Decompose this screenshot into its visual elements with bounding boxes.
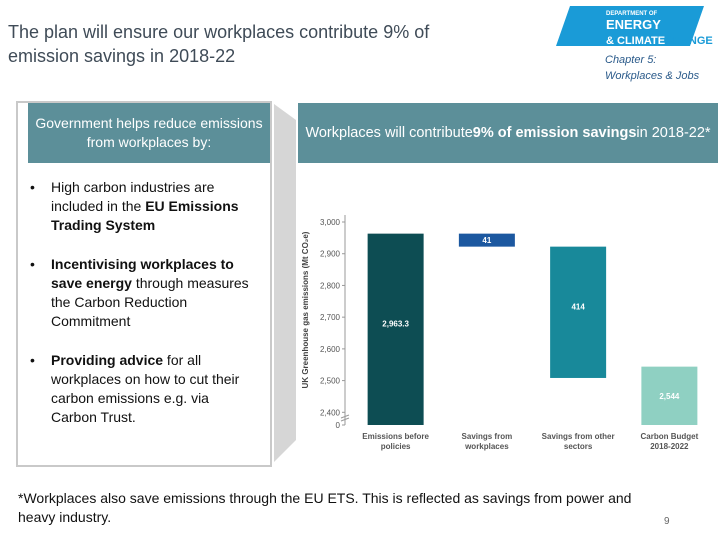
bar xyxy=(641,366,698,425)
logo-line: CHANGE xyxy=(665,35,713,47)
logo-shape xyxy=(556,6,704,46)
y-axis-label: UK Greenhouse gas emissions (Mt CO₂e) xyxy=(301,231,310,388)
right-heading: Workplaces will contribute 9% of emissio… xyxy=(298,103,718,163)
x-tick-label: Savings from workplaces xyxy=(461,432,513,451)
left-panel xyxy=(16,101,272,467)
logo-line: & CLIMATE xyxy=(606,35,666,47)
y-tick-label: 0 xyxy=(336,421,341,430)
arrow-shape xyxy=(274,104,296,462)
bar xyxy=(550,246,607,378)
logo-line: DEPARTMENT OF xyxy=(606,11,658,17)
y-tick-label: 2,400 xyxy=(320,408,341,417)
text-run: 9% of emission savings xyxy=(472,124,637,141)
bar xyxy=(367,233,424,425)
text-run: through measures the Carbon Reduction Co… xyxy=(51,275,249,329)
x-tick-label: Emissions before policies xyxy=(362,432,429,451)
y-tick-label: 2,700 xyxy=(320,313,341,322)
text-run: EU Emissions Trading System xyxy=(51,198,239,233)
text-run: Providing advice xyxy=(51,352,164,368)
y-tick-label: 2,800 xyxy=(320,281,341,290)
left-heading: Government helps reduce emissions from w… xyxy=(28,103,270,163)
y-tick-label: 2,900 xyxy=(320,250,341,259)
bullet-list: High carbon industries are included in t… xyxy=(28,178,258,447)
logo-line: ENERGY xyxy=(606,17,661,32)
y-tick-label: 2,600 xyxy=(320,345,341,354)
data-label: 414 xyxy=(571,302,585,311)
slide-title: The plan will ensure our workplaces cont… xyxy=(8,20,429,68)
page-number: 9 xyxy=(664,516,670,527)
chapter-label: Chapter 5: Workplaces & Jobs xyxy=(605,52,699,84)
x-tick-label: Carbon Budget 2018-2022 xyxy=(640,432,699,451)
text-run: in 2018-22* xyxy=(636,124,711,141)
title-line: emission savings in 2018-22 xyxy=(8,46,236,66)
text-run: Incentivising workplaces to save energy xyxy=(51,256,234,291)
text-run: Workplaces will contribute xyxy=(305,124,473,141)
x-tick-label: Savings from other sectors xyxy=(541,432,615,451)
title-line: The plan will ensure our workplaces cont… xyxy=(8,22,430,42)
data-label: 41 xyxy=(482,236,491,245)
bullet-item: Providing advice for all workplaces on h… xyxy=(28,351,258,427)
y-tick-label: 2,500 xyxy=(320,377,341,386)
chapter-line: Workplaces & Jobs xyxy=(605,70,700,82)
bullet-item: High carbon industries are included in t… xyxy=(28,178,258,235)
text-run: for all workplaces on how to cut their c… xyxy=(51,352,240,425)
chapter-line: Chapter 5: xyxy=(605,54,657,66)
data-label: 2,963.3 xyxy=(382,319,409,328)
logo: DEPARTMENT OF ENERGY & CLIMATECHANGE xyxy=(606,10,713,49)
footnote: *Workplaces also save emissions through … xyxy=(18,490,632,525)
y-tick-label: 3,000 xyxy=(320,218,341,227)
text-run: High carbon industries are included in t… xyxy=(51,179,215,214)
axis-break xyxy=(340,414,350,422)
bullet-item: Incentivising workplaces to save energy … xyxy=(28,255,258,331)
data-label: 2,544 xyxy=(659,392,680,401)
bar xyxy=(458,233,515,247)
